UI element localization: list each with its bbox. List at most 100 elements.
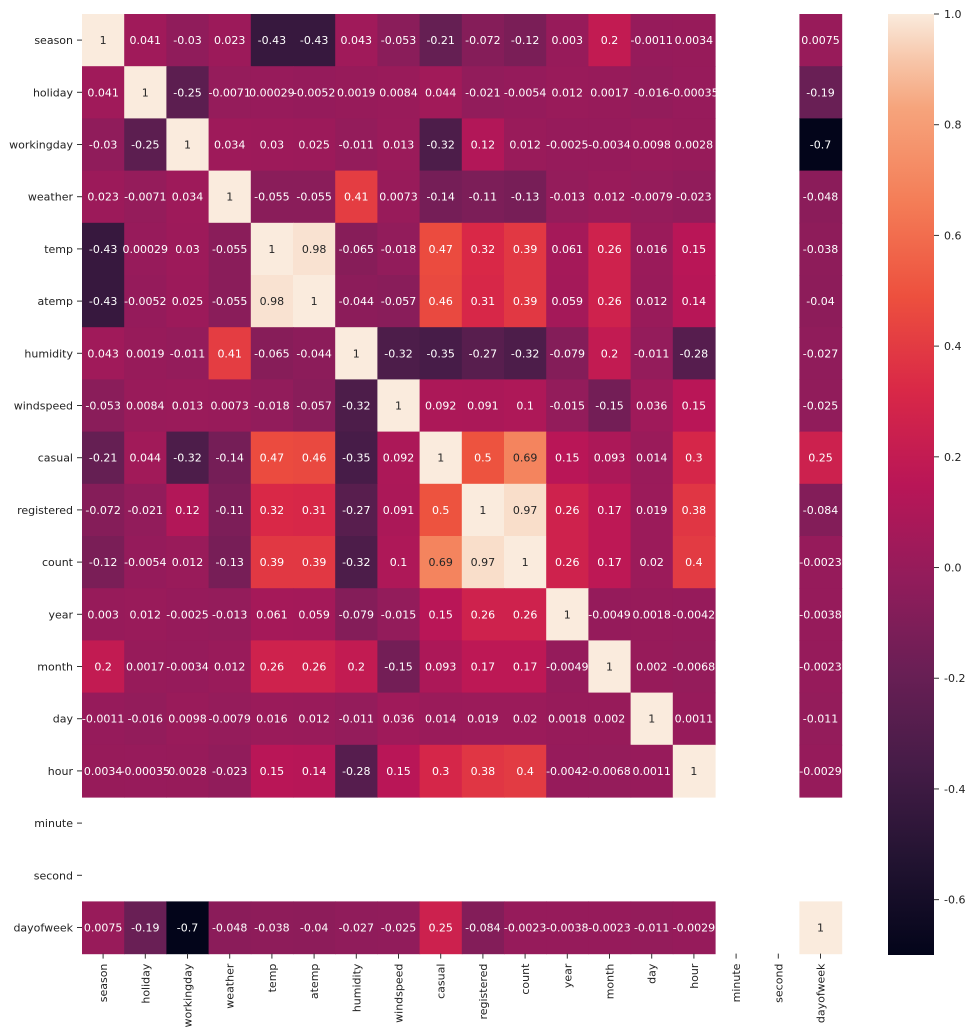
heatmap-cell [124, 483, 167, 537]
heatmap-cell [799, 222, 843, 276]
cell-annotation: 0.061 [552, 243, 584, 256]
cell-annotation: -0.021 [465, 86, 500, 99]
heatmap-cell [82, 901, 125, 955]
heatmap-cell [166, 640, 210, 694]
cell-annotation: 0.26 [597, 295, 622, 308]
heatmap-cell [82, 640, 125, 694]
heatmap-cell [504, 640, 547, 694]
heatmap-cell [799, 379, 843, 433]
heatmap-cell [250, 744, 294, 798]
cell-annotation: -0.055 [296, 191, 331, 204]
heatmap-cell [250, 118, 294, 172]
heatmap-cell [504, 170, 547, 224]
cell-annotation: 0.32 [471, 243, 496, 256]
heatmap-cell [293, 222, 336, 276]
cell-annotation: -0.7 [810, 139, 831, 152]
cell-annotation: -0.084 [803, 504, 838, 517]
cell-annotation: 0.15 [428, 608, 453, 621]
y-tick-label: holiday [33, 86, 74, 99]
heatmap-cell [82, 66, 125, 119]
heatmap-cell [335, 483, 378, 537]
heatmap-cell [335, 222, 378, 276]
heatmap-cell [546, 640, 589, 694]
cell-annotation: 0.32 [260, 504, 285, 517]
cell-annotation: 0.003 [87, 608, 119, 621]
cell-annotation: -0.016 [634, 86, 669, 99]
cell-annotation: 0.2 [348, 661, 366, 674]
cell-annotation: 0.03 [260, 139, 285, 152]
cell-annotation: -0.038 [254, 922, 289, 935]
cell-annotation: 0.0011 [675, 713, 714, 726]
heatmap-cell [461, 640, 505, 694]
cell-annotation: -0.011 [634, 922, 669, 935]
heatmap-cell [419, 14, 463, 67]
x-tick-label: humidity [350, 963, 363, 1012]
y-tick-label: windspeed [14, 400, 73, 413]
heatmap-cell [293, 483, 336, 537]
heatmap-cell [166, 744, 210, 798]
heatmap-cell [82, 379, 125, 433]
cell-annotation: 0.0084 [126, 400, 165, 413]
cell-annotation: -0.065 [254, 347, 289, 360]
cell-annotation: 0.97 [513, 504, 538, 517]
cell-annotation: 1 [268, 243, 275, 256]
heatmap-cell [208, 118, 252, 172]
heatmap-cell [588, 692, 632, 746]
cell-annotation: 0.0034 [84, 765, 123, 778]
cell-annotation: 0.25 [428, 922, 453, 935]
heatmap-cell [124, 431, 167, 485]
heatmap-cell [419, 692, 463, 746]
cell-annotation: -0.055 [254, 191, 289, 204]
heatmap-cell [335, 327, 378, 380]
heatmap-cell [208, 379, 252, 433]
cell-annotation: -0.053 [381, 34, 416, 47]
x-tick-label: second [772, 964, 785, 1003]
heatmap-cell [504, 536, 547, 589]
heatmap-cell [672, 170, 716, 224]
heatmap-cell [588, 118, 632, 172]
cell-annotation: 0.26 [555, 504, 580, 517]
heatmap-cell [630, 275, 674, 328]
heatmap-cell [546, 483, 589, 537]
cell-annotation: -0.15 [384, 661, 412, 674]
heatmap-cell [546, 431, 589, 485]
cell-annotation: 0.013 [172, 400, 204, 413]
cell-annotation: -0.065 [339, 243, 374, 256]
cell-annotation: 0.02 [639, 556, 664, 569]
heatmap-cell [250, 640, 294, 694]
cell-annotation: 1 [437, 452, 444, 465]
heatmap-cell [546, 170, 589, 224]
cell-annotation: 0.69 [428, 556, 453, 569]
heatmap-cell [124, 536, 167, 589]
heatmap-cell [799, 692, 843, 746]
cell-annotation: 0.02 [513, 713, 538, 726]
cell-annotation: -0.14 [215, 452, 243, 465]
cell-annotation: 0.0084 [379, 86, 418, 99]
cell-annotation: 0.0028 [168, 765, 207, 778]
cell-annotation: 0.39 [260, 556, 285, 569]
heatmap-annotations: 1 0.041 -0.03 0.023 -0.43 -0.43 0.043 -0.053 -0.… [82, 34, 842, 934]
cell-annotation: 0.0034 [675, 34, 714, 47]
cell-annotation: -0.055 [212, 243, 247, 256]
heatmap-cell [377, 118, 421, 172]
cell-annotation: 0.31 [302, 504, 327, 517]
heatmap-cell [208, 744, 252, 798]
cell-annotation: 0.0028 [675, 139, 714, 152]
heatmap-cell [588, 536, 632, 589]
colorbar-tick-label: 0.4 [944, 340, 962, 353]
cell-annotation: -0.28 [680, 347, 708, 360]
heatmap-cell [461, 431, 505, 485]
cell-annotation: 1 [142, 86, 149, 99]
heatmap-cell [799, 640, 843, 694]
cell-annotation: 0.091 [467, 400, 499, 413]
cell-annotation: -0.048 [212, 922, 247, 935]
cell-annotation: 0.044 [130, 452, 162, 465]
cell-annotation: 0.0019 [126, 347, 165, 360]
cell-annotation: 0.092 [425, 400, 457, 413]
colorbar-tick-label: 1.0 [944, 8, 962, 21]
heatmap-cell [335, 744, 378, 798]
heatmap-cell [208, 692, 252, 746]
x-tick-label: temp [266, 964, 279, 993]
heatmap-cell [166, 275, 210, 328]
heatmap-cell [250, 327, 294, 380]
